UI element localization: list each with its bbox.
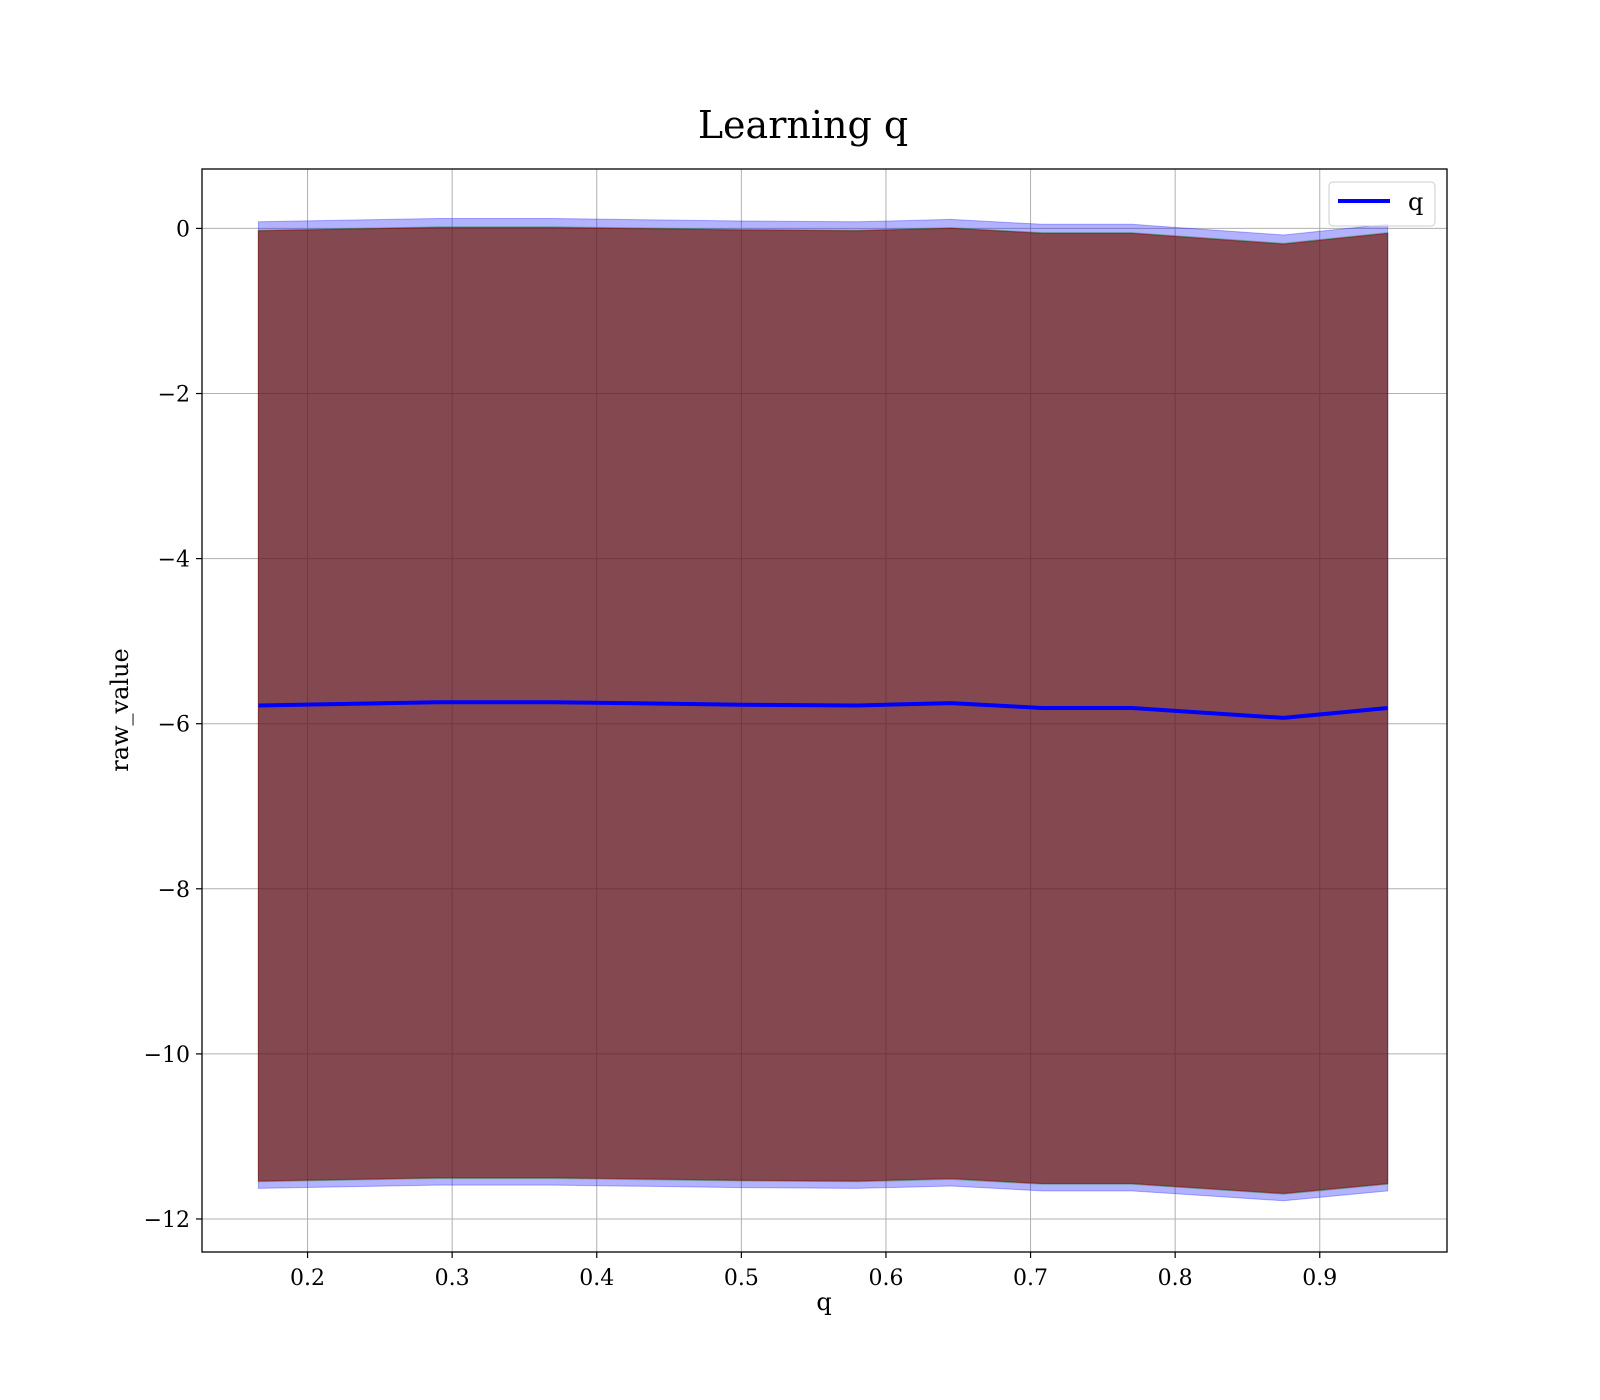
legend: q [1328, 181, 1436, 227]
y-tick-label: −4 [158, 548, 190, 573]
y-tick-label: −8 [158, 878, 190, 903]
chart-title: Learning q [698, 103, 908, 147]
x-axis-ticks: 0.2 0.3 0.4 0.5 0.6 0.7 0.8 0.9 [290, 1252, 1337, 1291]
x-tick-label: 0.9 [1302, 1266, 1337, 1291]
series-line-q [258, 700, 1388, 720]
y-axis-ticks: 0 −2 −4 −6 −8 −10 −12 [144, 217, 202, 1233]
y-tick-label: −6 [158, 713, 190, 738]
x-tick-label: 0.7 [1013, 1266, 1048, 1291]
legend-box [1328, 181, 1436, 227]
plot-frame [201, 168, 1448, 1253]
x-tick-label: 0.2 [290, 1266, 325, 1291]
x-tick-label: 0.4 [579, 1266, 614, 1291]
x-tick-label: 0.8 [1158, 1266, 1193, 1291]
y-tick-label: −2 [158, 383, 190, 408]
band-area-2 [257, 227, 1389, 1194]
y-tick-label: −12 [144, 1208, 190, 1233]
x-axis-label: q [816, 1288, 831, 1316]
y-tick-label: −10 [144, 1043, 190, 1068]
y-axis-label: raw_value [106, 648, 134, 772]
legend-label-q: q [1408, 188, 1423, 216]
x-tick-label: 0.5 [724, 1266, 759, 1291]
x-tick-label: 0.6 [868, 1266, 903, 1291]
x-tick-label: 0.3 [435, 1266, 470, 1291]
confidence-bands [257, 218, 1389, 1202]
y-tick-label: 0 [176, 217, 190, 242]
series-lines [258, 700, 1388, 720]
